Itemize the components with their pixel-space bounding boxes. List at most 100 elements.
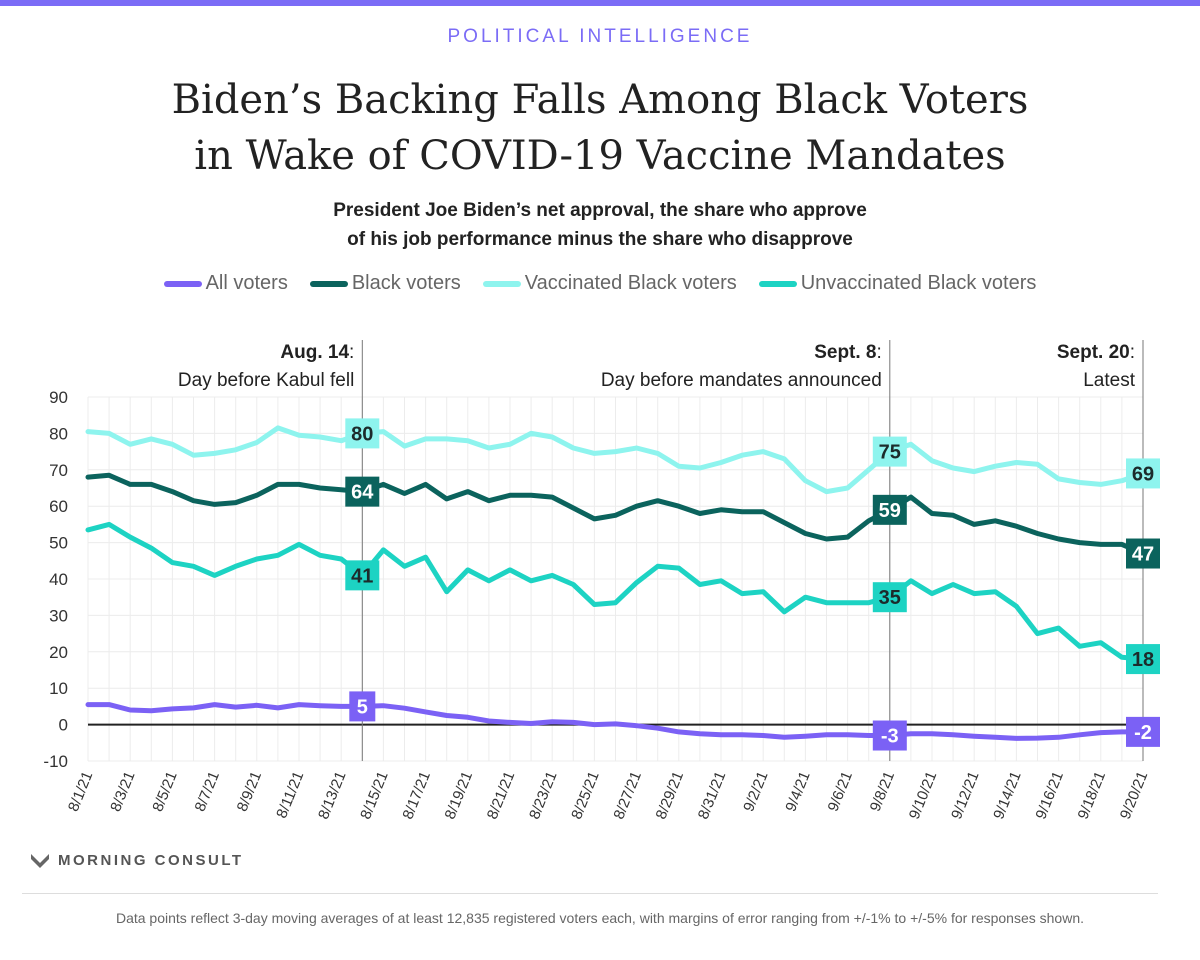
value-label-box (872, 720, 907, 751)
y-tick-label: 0 (59, 716, 68, 735)
value-label-box (1126, 538, 1160, 569)
kicker: POLITICAL INTELLIGENCE (447, 26, 753, 47)
line-chart: 90 80 70 60 50 40 30 20 10 0 -108/1/21 8/3/21 8/5/21… (43, 340, 1160, 822)
legend: All voters Black voters Vaccinated Black v… (0, 272, 1200, 295)
x-tick-label: 9/12/21 (948, 769, 983, 822)
annotation-text: Day before Kabul fell (178, 370, 354, 391)
legend-label: Vaccinated Black voters (524, 272, 737, 294)
top-accent-bar (0, 0, 1200, 6)
annotation-date-bold: Sept. 20 (1057, 342, 1130, 363)
x-tick-label: 8/23/21 (526, 769, 561, 822)
x-tick-label: 8/27/21 (610, 769, 645, 822)
x-tick-label: 9/20/21 (1117, 769, 1152, 822)
x-tick-label: 8/15/21 (357, 769, 392, 822)
x-tick-label: 8/21/21 (484, 769, 519, 822)
subtitle-line-2: of his job performance minus the share w… (347, 229, 853, 250)
y-tick-label: 30 (49, 606, 68, 625)
annotation-date: Aug. 14: (280, 342, 354, 363)
x-tick-label: 8/13/21 (315, 769, 350, 822)
legend-swatch (309, 280, 348, 287)
value-label-box (345, 476, 380, 507)
y-tick-label: -10 (43, 752, 68, 771)
y-tick-label: 80 (49, 424, 68, 443)
legend-item: All voters (163, 272, 288, 295)
value-label-box (872, 436, 907, 467)
value-label-box (872, 582, 907, 613)
y-tick-label: 20 (49, 643, 68, 662)
value-label: 47 (1132, 544, 1154, 566)
value-label: 5 (357, 696, 368, 718)
y-tick-label: 90 (49, 388, 68, 407)
value-label-box (1126, 716, 1160, 747)
legend-label: All voters (205, 272, 288, 294)
annotation-text: Day before mandates announced (601, 370, 882, 391)
legend-swatch (482, 280, 521, 287)
x-tick-label: 9/8/21 (867, 769, 898, 814)
value-label: 80 (351, 423, 373, 445)
x-tick-label: 9/10/21 (906, 769, 941, 822)
value-label: 64 (351, 482, 374, 504)
value-label-box (345, 418, 380, 449)
value-label-box (872, 494, 907, 525)
value-label: 59 (879, 500, 901, 522)
value-label: 18 (1132, 649, 1154, 671)
x-tick-label: 9/2/21 (740, 769, 771, 814)
series-line-all-voters (85, 702, 1146, 741)
value-label-box (1126, 644, 1160, 675)
chart-title: Biden’s Backing Falls Among Black Voters… (0, 72, 1200, 184)
value-label: 35 (879, 587, 901, 609)
chart-subtitle: President Joe Biden’s net approval, the … (0, 196, 1200, 254)
annotation-date: Sept. 20: (1057, 342, 1135, 363)
annotation-date-bold: Aug. 14 (280, 342, 349, 363)
legend-item: Black voters (309, 272, 461, 295)
annotation-text: Latest (1083, 370, 1135, 391)
y-tick-label: 40 (49, 570, 68, 589)
subtitle-line-1: President Joe Biden’s net approval, the … (333, 200, 867, 221)
title-line-2: in Wake of COVID-19 Vaccine Mandates (194, 133, 1006, 179)
annotation-date-bold: Sept. 8 (814, 342, 876, 363)
x-tick-label: 9/6/21 (825, 769, 856, 814)
value-label-box (349, 691, 376, 722)
x-tick-label: 8/31/21 (695, 769, 730, 822)
x-tick-label: 8/19/21 (442, 769, 477, 822)
value-label: -3 (881, 726, 899, 748)
x-tick-label: 8/25/21 (568, 769, 603, 822)
morning-consult-logo: MORNING CONSULT (30, 852, 244, 869)
legend-label: Unvaccinated Black voters (800, 272, 1037, 294)
y-tick-label: 10 (49, 679, 68, 698)
x-tick-label: 9/18/21 (1075, 769, 1110, 822)
value-label-box (1126, 458, 1160, 489)
legend-item: Vaccinated Black voters (482, 272, 737, 295)
x-tick-label: 8/11/21 (273, 769, 307, 821)
x-tick-label: 8/7/21 (192, 769, 223, 814)
y-tick-label: 70 (49, 461, 68, 480)
x-tick-label: 8/5/21 (149, 769, 180, 814)
logo-chevron-icon (31, 853, 49, 868)
legend-item: Unvaccinated Black voters (758, 272, 1037, 295)
y-tick-label: 50 (49, 534, 68, 553)
title-line-1: Biden’s Backing Falls Among Black Voters (171, 77, 1029, 123)
value-label-box (345, 560, 380, 591)
x-tick-label: 8/17/21 (399, 769, 434, 822)
x-tick-label: 8/1/21 (65, 769, 96, 814)
footer-divider (22, 893, 1158, 894)
annotation-date: Sept. 8: (814, 342, 882, 363)
y-tick-label: 60 (49, 497, 68, 516)
series-line-black-voters (85, 472, 1146, 556)
series-line-vaccinated-black-voters (85, 425, 1146, 495)
legend-swatch (163, 280, 202, 287)
x-tick-label: 8/3/21 (107, 769, 138, 814)
x-tick-label: 9/16/21 (1032, 769, 1067, 822)
x-tick-label: 9/14/21 (990, 769, 1025, 822)
series-line-unvaccinated-black-voters (85, 521, 1146, 662)
value-label: 69 (1132, 463, 1154, 485)
legend-swatch (758, 280, 797, 287)
value-label: 41 (351, 565, 373, 587)
x-tick-label: 9/4/21 (782, 769, 813, 814)
x-tick-label: 8/9/21 (234, 769, 265, 814)
logo-text: MORNING CONSULT (58, 852, 244, 869)
footnote: Data points reflect 3-day moving average… (115, 910, 1085, 926)
legend-label: Black voters (351, 272, 461, 294)
x-tick-label: 8/29/21 (653, 769, 688, 822)
value-label: -2 (1134, 722, 1152, 744)
